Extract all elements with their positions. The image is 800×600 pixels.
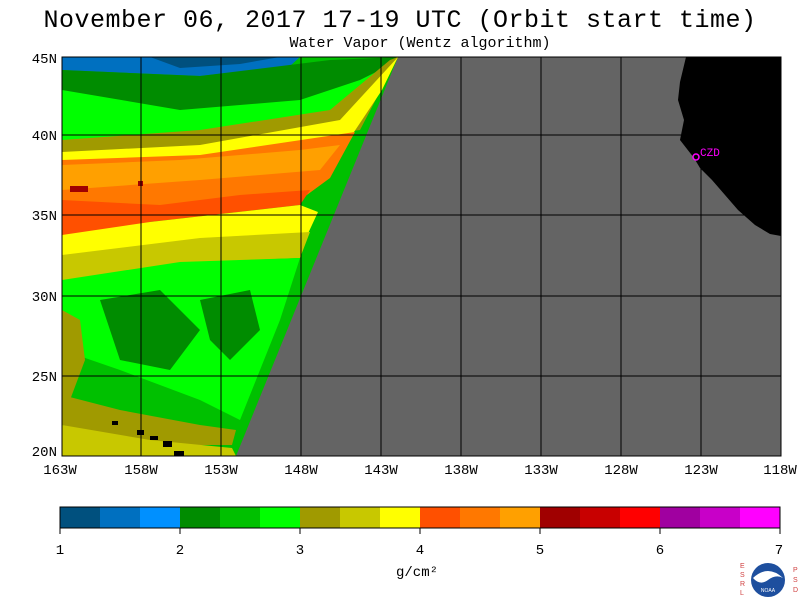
colorbar-swatch: [500, 507, 541, 528]
swath-dark-green-south: [100, 290, 200, 370]
lon-label: 158W: [124, 463, 158, 479]
lat-label: 30N: [32, 290, 57, 306]
colorbar-swatch: [580, 507, 621, 528]
lon-label: 153W: [204, 463, 238, 479]
colorbar-swatch: [300, 507, 341, 528]
lon-label: 128W: [604, 463, 638, 479]
land-north-america: [678, 57, 781, 236]
logo-right-letter: P: [793, 567, 798, 574]
lat-label: 45N: [32, 52, 57, 68]
colorbar-swatch: [700, 507, 741, 528]
logo-right-letter: D: [793, 587, 798, 594]
colorbar-swatch: [220, 507, 261, 528]
colorbar-swatch: [100, 507, 141, 528]
colorbar-tick-label: 7: [775, 543, 783, 559]
map-subtitle: Water Vapor (Wentz algorithm): [289, 35, 551, 52]
colorbar-swatch: [140, 507, 181, 528]
lon-label: 138W: [444, 463, 478, 479]
lon-label: 123W: [684, 463, 718, 479]
colorbar: [59, 506, 781, 534]
colorbar-tick-label: 2: [176, 543, 184, 559]
island: [163, 441, 172, 447]
island: [174, 451, 184, 456]
colorbar-tick-label: 5: [536, 543, 544, 559]
station-label: CZD: [700, 148, 720, 160]
colorbar-swatch: [660, 507, 701, 528]
noaa-emblem-text: NOAA: [761, 588, 776, 594]
noaa-esrl-psd-logo: E S R L NOAA P S D: [740, 563, 798, 597]
logo-left-letter: S: [740, 572, 745, 579]
colorbar-tick-label: 6: [656, 543, 664, 559]
colorbar-swatch: [260, 507, 301, 528]
swath-high-vapor-spot: [70, 186, 88, 192]
colorbar-tick-label: 4: [416, 543, 424, 559]
colorbar-swatch: [540, 507, 581, 528]
colorbar-swatch: [380, 507, 421, 528]
island: [112, 421, 118, 425]
station-marker: [692, 153, 700, 161]
logo-left-letter: R: [740, 581, 745, 588]
colorbar-swatch: [420, 507, 461, 528]
island: [150, 436, 158, 440]
colorbar-swatch: [60, 507, 101, 528]
swath-low-vapor-north-dark: [150, 57, 280, 68]
graticule: [62, 57, 781, 456]
lon-label: 118W: [763, 463, 797, 479]
swath-yellow-north: [62, 57, 398, 165]
swath-olive-west: [62, 310, 85, 400]
plot-frame: [61, 56, 782, 457]
lat-labels: 45N 40N 35N 30N 25N 20N: [32, 52, 57, 461]
swath-yellow-south-band: [62, 425, 236, 456]
swath-orange-dark: [62, 190, 310, 245]
colorbar-ticks: 1 2 3 4 5 6 7: [56, 543, 783, 559]
lat-label: 25N: [32, 370, 57, 386]
colorbar-swatch: [180, 507, 221, 528]
lat-label: 40N: [32, 129, 57, 145]
noaa-emblem-wave: [753, 571, 783, 583]
lon-label: 143W: [364, 463, 398, 479]
swath-dark-green-south-2: [200, 290, 260, 360]
logo-left-letter: E: [740, 563, 745, 570]
lat-label: 20N: [32, 445, 57, 461]
logo-right-letter: S: [793, 577, 798, 584]
lon-labels: 163W 158W 153W 148W 143W 138W 133W 128W …: [43, 463, 797, 479]
colorbar-tick-label: 3: [296, 543, 304, 559]
colorbar-swatch: [620, 507, 661, 528]
lon-label: 133W: [524, 463, 558, 479]
swath-amber-band: [62, 145, 340, 190]
map-title: November 06, 2017 17-19 UTC (Orbit start…: [43, 6, 757, 35]
lat-label: 35N: [32, 209, 57, 225]
colorbar-swatch: [460, 507, 501, 528]
colorbar-unit: g/cm²: [396, 565, 439, 581]
lon-label: 148W: [284, 463, 318, 479]
colorbar-swatch: [340, 507, 381, 528]
colorbar-tick-label: 1: [56, 543, 64, 559]
lon-label: 163W: [43, 463, 77, 479]
logo-left-letter: L: [740, 590, 744, 597]
colorbar-swatch: [740, 507, 781, 528]
